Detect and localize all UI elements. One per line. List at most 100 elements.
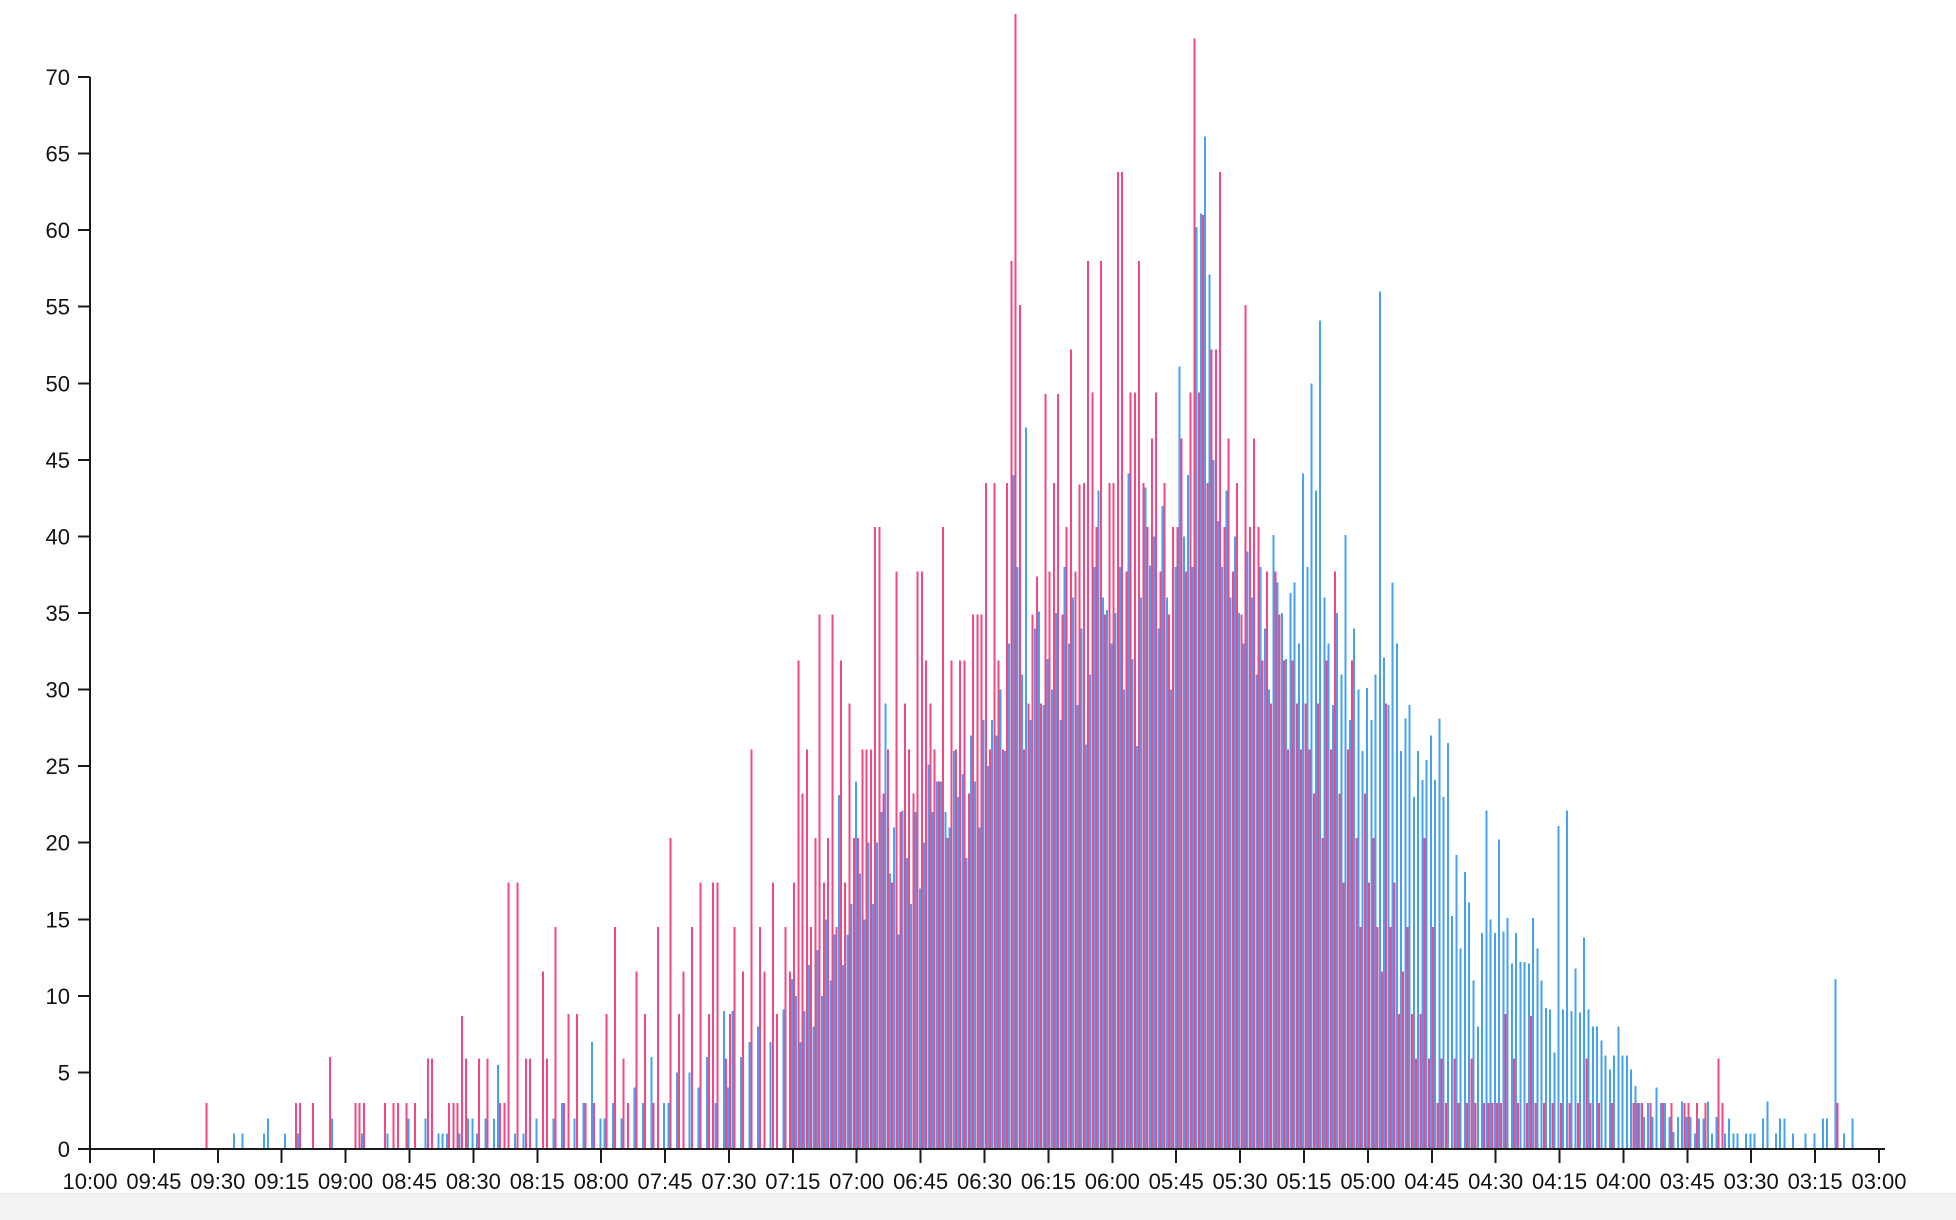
bar-blue — [1706, 1101, 1709, 1149]
bar-pink — [937, 781, 940, 1149]
bar-pink — [848, 703, 851, 1149]
bar-blue — [1429, 735, 1432, 1149]
x-tick-label: 05:00 — [1340, 1169, 1395, 1194]
bar-blue — [1732, 1133, 1735, 1149]
bar-blue — [931, 812, 934, 1149]
series-blue — [232, 136, 1854, 1150]
bar-blue — [901, 810, 904, 1149]
bar-blue — [1140, 597, 1143, 1149]
bar-blue — [1114, 613, 1117, 1149]
bar-blue — [471, 1118, 474, 1149]
bar-pink — [614, 926, 617, 1149]
bar-blue — [1063, 567, 1066, 1149]
bar-blue — [1246, 551, 1249, 1149]
bar-blue — [1506, 917, 1509, 1149]
bar-blue — [445, 1133, 448, 1149]
bar-blue — [1110, 643, 1113, 1149]
bar-pink — [1466, 1103, 1469, 1149]
bar-blue — [1715, 1116, 1718, 1149]
bar-blue — [1753, 1133, 1756, 1149]
bar-blue — [871, 903, 874, 1149]
bar-pink — [1389, 926, 1392, 1149]
bar-blue — [1003, 750, 1006, 1149]
bar-blue — [944, 812, 947, 1149]
bar-blue — [1089, 674, 1092, 1149]
bar-pink — [1487, 1103, 1490, 1149]
bar-pink — [1014, 14, 1017, 1150]
bar-blue — [1570, 1011, 1573, 1149]
bar-blue — [1387, 704, 1390, 1149]
bar-pink — [1559, 1103, 1562, 1149]
bar-blue — [803, 1011, 806, 1149]
y-tick-label: 65 — [46, 142, 70, 167]
bar-blue — [999, 689, 1002, 1149]
bar-blue — [722, 1011, 725, 1149]
bar-blue — [1498, 839, 1501, 1149]
bar-blue — [522, 1133, 525, 1149]
x-tick-label: 08:45 — [382, 1169, 437, 1194]
y-tick-label: 55 — [46, 295, 70, 320]
bar-pink — [1116, 171, 1119, 1149]
bar-blue — [1459, 948, 1462, 1149]
bar-pink — [1380, 971, 1383, 1149]
bar-blue — [897, 934, 900, 1149]
bar-blue — [1212, 459, 1215, 1149]
series-pink — [205, 14, 1839, 1150]
bar-blue — [1123, 689, 1126, 1149]
bar-pink — [499, 1103, 502, 1149]
bar-blue — [1135, 746, 1138, 1149]
bar-pink — [1632, 1103, 1635, 1149]
bar-blue — [1621, 1055, 1624, 1149]
bar-pink — [1099, 260, 1102, 1149]
bar-blue — [1242, 643, 1245, 1149]
bar-blue — [1080, 628, 1083, 1149]
bar-pink — [963, 660, 966, 1149]
bar-pink — [1457, 1103, 1460, 1149]
bar-pink — [567, 1014, 570, 1149]
bar-pink — [818, 614, 821, 1149]
bar-pink — [750, 749, 753, 1149]
bar-blue — [705, 1057, 708, 1149]
bar-blue — [1259, 567, 1262, 1149]
bar-blue — [846, 934, 849, 1149]
bar-blue — [1668, 1116, 1671, 1149]
bar-pink — [563, 1103, 566, 1149]
bar-pink — [1321, 838, 1324, 1149]
bar-blue — [1425, 760, 1428, 1149]
x-axis-labels: 10:00 09:45 09:30 09:15 09:00 08:45 08:30 08:15… — [62, 1169, 1906, 1194]
bar-blue — [1608, 1069, 1611, 1149]
bar-blue — [535, 1118, 538, 1149]
bar-blue — [492, 1118, 495, 1149]
bar-pink — [1470, 1058, 1473, 1149]
bar-pink — [959, 660, 962, 1149]
bar-pink — [1223, 527, 1226, 1149]
bar-pink — [1163, 482, 1166, 1150]
bar-blue — [1144, 487, 1147, 1149]
x-tick-label: 09:00 — [318, 1169, 373, 1194]
bar-pink — [1006, 482, 1009, 1150]
y-tick-label: 70 — [46, 65, 70, 90]
bar-blue — [1310, 383, 1313, 1149]
bar-blue — [1625, 1055, 1628, 1149]
bar-pink — [1342, 882, 1345, 1149]
bar-pink — [1836, 1103, 1839, 1149]
bar-blue — [1029, 720, 1032, 1149]
x-tick-label: 06:30 — [957, 1169, 1012, 1194]
bar-pink — [1248, 527, 1251, 1149]
bar-blue — [1353, 628, 1356, 1149]
bar-blue — [675, 1072, 678, 1149]
bar-blue — [1826, 1118, 1829, 1149]
bar-pink — [801, 793, 804, 1149]
bar-blue — [1502, 931, 1505, 1149]
bar-pink — [507, 882, 510, 1149]
bar-blue — [1489, 919, 1492, 1149]
bar-blue — [799, 1041, 802, 1149]
bar-pink — [1295, 703, 1298, 1149]
bar-pink — [1393, 882, 1396, 1149]
bar-blue — [850, 903, 853, 1149]
bar-pink — [899, 812, 902, 1149]
bar-pink — [716, 882, 719, 1149]
bar-blue — [1566, 810, 1569, 1149]
bar-blue — [1268, 689, 1271, 1149]
bar-blue — [739, 1057, 742, 1149]
